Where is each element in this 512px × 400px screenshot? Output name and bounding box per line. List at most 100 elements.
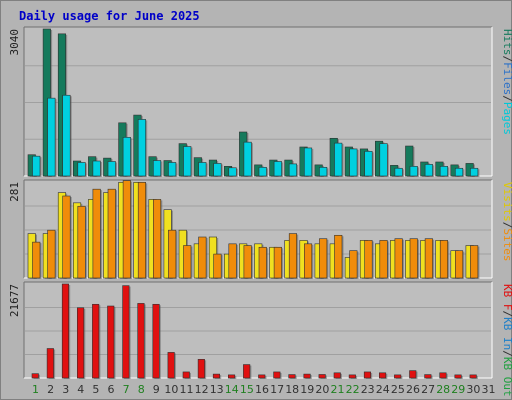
middle-sites-bar-5 (92, 188, 101, 279)
middle-sites-bar-27 (424, 238, 433, 279)
bottom-kb-f-bar-28 (439, 372, 447, 379)
day-label-4: 4 (77, 383, 84, 396)
day-label-22: 22 (346, 383, 360, 396)
top-pages-bar-4 (77, 162, 86, 177)
top-pages-bar-12 (198, 162, 207, 177)
top-pages-bar-16 (258, 166, 267, 177)
top-pages-bar-20 (319, 166, 328, 177)
day-label-25: 25 (391, 383, 405, 396)
bottom-kb-f-bar-18 (288, 374, 296, 379)
middle-sites-bar-15 (243, 245, 252, 279)
bottom-kb-f-bar-9 (152, 303, 160, 379)
day-label-6: 6 (108, 383, 115, 396)
bottom-kb-f-bar-7 (122, 285, 130, 379)
day-label-17: 17 (270, 383, 284, 396)
y-max-label-bottom: 21677 (8, 284, 21, 317)
middle-sites-bar-10 (168, 229, 177, 279)
legend-entry-bottom-4: / (501, 350, 512, 357)
day-label-13: 13 (210, 383, 224, 396)
bottom-kb-f-bar-16 (258, 374, 266, 379)
y-max-label-middle: 281 (8, 182, 21, 202)
day-label-28: 28 (436, 383, 450, 396)
day-label-29: 29 (451, 383, 465, 396)
day-label-21: 21 (331, 383, 345, 396)
day-label-9: 9 (153, 383, 160, 396)
middle-sites-bar-28 (439, 240, 449, 279)
day-axis: 1 2 3 4 5 6 7 8 9 10 11 12 13 14 15 16 17 18 19 20 21 22 23 24 2… (32, 383, 496, 396)
bottom-kb-f-bar-3 (61, 283, 70, 379)
bottom-kb-f-bar-15 (243, 364, 251, 379)
bottom-kb-f-bar-13 (212, 373, 220, 379)
bottom-kb-f-bar-22 (348, 374, 356, 379)
day-label-14: 14 (225, 383, 239, 396)
top-pages-bar-19 (303, 147, 313, 177)
top-pages-bar-28 (439, 166, 449, 177)
middle-sites-bar-7 (122, 180, 131, 279)
middle-sites-bar-13 (213, 253, 222, 279)
middle-sites-bar-24 (379, 240, 388, 279)
day-label-15: 15 (240, 383, 254, 396)
top-pages-bar-24 (379, 143, 388, 177)
middle-sites-bar-6 (107, 188, 116, 279)
middle-sites-bar-4 (77, 205, 86, 279)
top-pages-bar-15 (243, 141, 252, 177)
bottom-kb-f-bar-1 (31, 373, 39, 379)
top-pages-bar-27 (424, 164, 433, 177)
middle-sites-bar-21 (334, 234, 343, 279)
plot-area-top (24, 27, 492, 176)
top-pages-bar-14 (228, 167, 237, 177)
bottom-kb-f-bar-14 (228, 374, 236, 379)
middle-sites-bar-18 (288, 233, 298, 279)
top-pages-bar-21 (334, 142, 343, 177)
top-pages-bar-29 (454, 167, 464, 177)
legend-entry-bottom-1: KB F (501, 284, 512, 311)
day-label-7: 7 (123, 383, 130, 396)
bottom-kb-f-bar-24 (378, 372, 387, 379)
middle-sites-bar-8 (137, 182, 146, 279)
bottom-kb-f-bar-4 (77, 307, 85, 379)
middle-sites-bar-23 (364, 240, 373, 279)
top-pages-bar-6 (107, 161, 116, 177)
bottom-kb-f-bar-20 (318, 374, 326, 379)
bottom-kb-f-bar-8 (137, 303, 145, 379)
day-label-2: 2 (47, 383, 54, 396)
middle-sites-bar-11 (183, 245, 192, 279)
legend-entry-middle-2: / (501, 222, 512, 229)
day-label-8: 8 (138, 383, 145, 396)
bottom-kb-f-bar-21 (333, 372, 341, 379)
legend-entry-top-4: / (501, 95, 512, 102)
day-label-26: 26 (406, 383, 420, 396)
bottom-kb-f-bar-25 (394, 374, 402, 379)
middle-sites-bar-29 (454, 250, 464, 279)
bottom-kb-f-bar-19 (303, 373, 311, 379)
bottom-kb-f-bar-5 (92, 303, 100, 379)
day-label-27: 27 (421, 383, 435, 396)
legend-entry-middle-1: Visits (501, 182, 512, 222)
day-label-18: 18 (285, 383, 299, 396)
panel-middle: 281 Visits/Sites (8, 179, 512, 279)
top-pages-bar-9 (153, 160, 162, 177)
bottom-kb-f-bar-17 (273, 371, 281, 379)
middle-sites-bar-9 (153, 199, 162, 279)
top-pages-bar-17 (273, 161, 282, 177)
day-label-1: 1 (32, 383, 39, 396)
day-label-10: 10 (164, 383, 178, 396)
middle-sites-bar-2 (47, 229, 56, 279)
day-label-3: 3 (62, 383, 69, 396)
middle-sites-bar-20 (319, 238, 328, 279)
middle-sites-bar-12 (198, 236, 207, 279)
series-legend-bottom: KB F/KB In/KB Out (501, 284, 512, 397)
middle-sites-bar-19 (303, 243, 313, 279)
legend-entry-top-1: Hits (501, 29, 512, 56)
series-legend-middle: Visits/Sites (501, 182, 512, 262)
top-pages-bar-10 (168, 162, 177, 177)
top-pages-bar-26 (409, 166, 418, 177)
day-label-19: 19 (300, 383, 314, 396)
top-pages-bar-3 (62, 94, 71, 177)
chart-panels: 3040Hits/Files/Pages281Visits/Sites21677… (8, 26, 512, 397)
legend-entry-top-5: Pages (501, 102, 512, 135)
bottom-kb-f-bar-30 (469, 374, 477, 379)
